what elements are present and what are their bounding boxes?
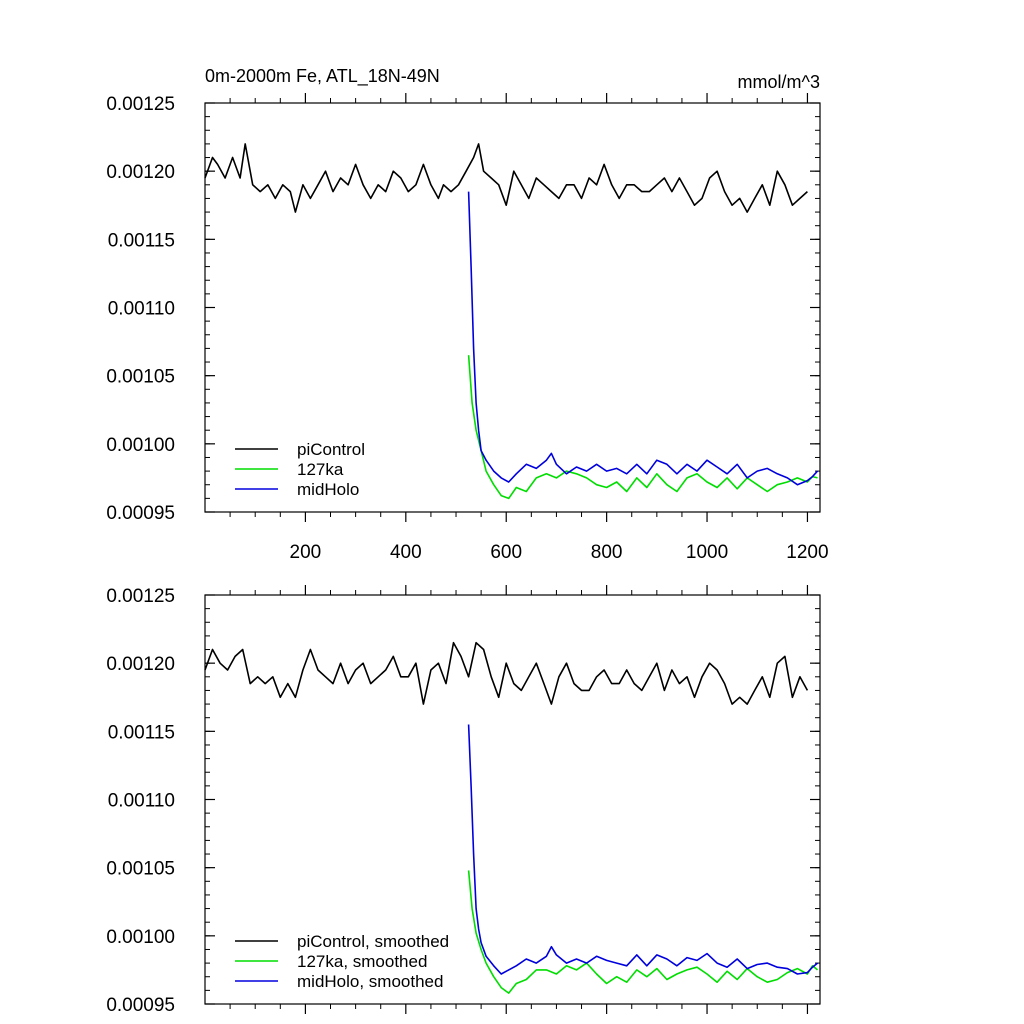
x-tick-label: 1000: [686, 542, 728, 563]
y-tick-label: 0.00105: [106, 859, 175, 880]
series-line-picontrol: [204, 143, 808, 213]
x-tick-label: 400: [390, 542, 422, 563]
x-tick-label: 800: [591, 542, 623, 563]
series-line-midholo: [467, 191, 819, 486]
series-line-midholo-smoothed: [467, 724, 819, 975]
units-label: mmol/m^3: [738, 72, 820, 92]
y-tick-label: 0.00105: [106, 367, 175, 388]
legend-label: midHolo: [297, 480, 359, 499]
y-tick-label: 0.00095: [106, 995, 175, 1016]
legend-label: 127ka: [297, 460, 344, 479]
chart-title: 0m-2000m Fe, ATL_18N-49N: [205, 66, 440, 87]
y-tick-label: 0.00120: [106, 654, 175, 675]
y-tick-label: 0.00125: [106, 586, 175, 607]
y-tick-label: 0.00125: [106, 94, 175, 115]
series-line-picontrol-smoothed: [204, 641, 809, 705]
y-tick-label: 0.00110: [108, 299, 175, 320]
legend-label: midHolo, smoothed: [297, 972, 443, 991]
legend-label: 127ka, smoothed: [297, 952, 427, 971]
panel-2: 0.00095 0.00100 0.00105 0.00110 0.00115 0.001…: [106, 585, 821, 1016]
panel-1: 0.00095 0.00100 0.00105 0.00110 0.00115 0.001…: [106, 66, 828, 563]
series-line-127ka-smoothed: [467, 870, 819, 994]
y-tick-label: 0.00100: [106, 435, 175, 456]
series-line-127ka: [467, 355, 818, 500]
y-tick-label: 0.00110: [108, 791, 175, 812]
y-tick-label: 0.00115: [108, 722, 175, 743]
legend-label: piControl, smoothed: [297, 932, 449, 951]
y-tick-label: 0.00120: [106, 162, 175, 183]
y-tick-label: 0.00095: [106, 503, 175, 524]
y-tick-label: 0.00115: [108, 230, 175, 251]
y-tick-label: 0.00100: [106, 927, 175, 948]
x-tick-label: 200: [290, 542, 322, 563]
x-tick-label: 600: [490, 542, 522, 563]
legend-label: piControl: [297, 440, 365, 459]
x-tick-label: 1200: [786, 542, 828, 563]
